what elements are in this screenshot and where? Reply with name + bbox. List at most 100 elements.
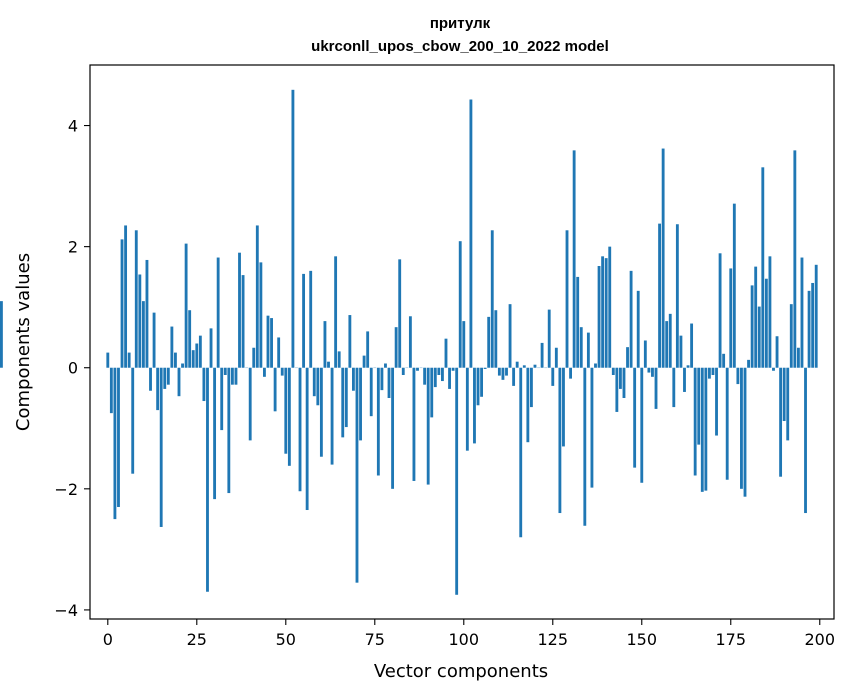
bar: [796, 347, 800, 368]
bar: [216, 257, 220, 368]
bar: [540, 342, 544, 368]
bar: [188, 310, 192, 368]
bar: [768, 256, 772, 368]
bar: [715, 367, 718, 436]
chart-title: притулк: [430, 15, 491, 32]
bar: [159, 367, 163, 527]
bar: [562, 367, 565, 447]
bar: [266, 315, 270, 368]
bar: [551, 367, 555, 386]
bar: [750, 285, 754, 368]
bar: [170, 326, 174, 368]
bar: [736, 367, 740, 385]
bar: [697, 367, 701, 445]
bar: [800, 257, 804, 368]
bar: [191, 350, 195, 368]
bar: [729, 268, 733, 368]
bar: [651, 367, 654, 377]
bar: [124, 225, 128, 368]
bar: [448, 367, 451, 389]
x-tick-label: 50: [276, 630, 296, 649]
bar: [611, 367, 615, 375]
bar: [725, 367, 729, 480]
bar: [508, 304, 512, 368]
bar: [451, 367, 455, 371]
bar: [522, 365, 526, 368]
bar: [789, 304, 793, 368]
bar: [195, 343, 199, 368]
bar: [465, 367, 469, 451]
bar: [487, 316, 491, 368]
bar: [458, 241, 462, 368]
bar: [106, 352, 110, 368]
bar: [177, 367, 181, 397]
bar: [690, 323, 694, 368]
bar: [793, 150, 797, 368]
bar: [337, 351, 341, 368]
bar: [608, 246, 612, 368]
bar: [779, 367, 783, 477]
bar: [757, 306, 761, 368]
bar: [554, 347, 558, 368]
x-tick-label: 25: [187, 630, 207, 649]
bar: [683, 367, 686, 392]
bar: [209, 328, 213, 368]
chart-subtitle: ukrconll_upos_cbow_200_10_2022 model: [311, 38, 609, 55]
bar: [747, 359, 750, 368]
bar: [679, 335, 683, 368]
bar: [141, 301, 145, 368]
bar: [462, 321, 466, 368]
bar: [423, 367, 427, 385]
bar: [309, 270, 313, 368]
bar: [675, 224, 679, 368]
bar: [512, 367, 516, 386]
bar: [120, 239, 124, 368]
bar: [814, 264, 818, 368]
bar: [380, 367, 384, 391]
bar: [366, 331, 370, 368]
bar: [476, 367, 480, 406]
bar: [206, 367, 209, 592]
bar: [263, 367, 266, 377]
bar: [686, 365, 690, 368]
bar: [672, 367, 676, 408]
bar: [202, 367, 206, 402]
bar: [134, 230, 138, 368]
bar: [305, 367, 309, 511]
bar: [319, 367, 323, 457]
bar: [565, 230, 569, 368]
x-tick-label: 125: [538, 630, 569, 649]
bar: [302, 273, 306, 368]
bar: [626, 347, 629, 368]
x-tick-label: 100: [449, 630, 480, 649]
bar: [647, 367, 651, 373]
bar: [494, 310, 498, 368]
bar: [323, 321, 327, 368]
bar: [426, 367, 430, 485]
x-tick-label: 175: [715, 630, 746, 649]
bar: [654, 367, 658, 409]
bar: [707, 367, 711, 379]
bar: [693, 367, 697, 476]
bar: [480, 367, 484, 397]
bar: [590, 367, 594, 488]
bar: [576, 276, 580, 368]
bar: [711, 367, 715, 375]
bar: [384, 363, 387, 368]
bar: [327, 361, 330, 368]
bar: [220, 367, 224, 431]
bar: [341, 367, 345, 438]
bar: [811, 282, 815, 368]
plot-frame: [89, 64, 835, 620]
bar: [369, 367, 373, 417]
bar: [782, 367, 786, 422]
bar: [529, 367, 533, 408]
bar: [430, 367, 434, 418]
bar: [238, 252, 241, 368]
bar: [145, 259, 149, 368]
y-tick-label: 2: [68, 238, 78, 257]
bar: [223, 367, 227, 375]
bar: [700, 367, 704, 492]
bar: [255, 225, 259, 368]
